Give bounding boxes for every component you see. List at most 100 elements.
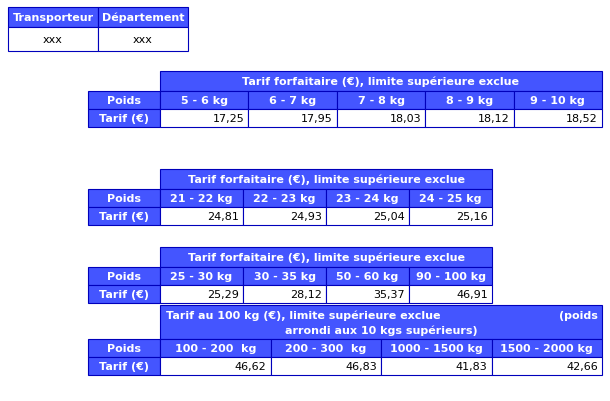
Bar — [8, 8, 98, 28]
Text: 50 - 60 kg: 50 - 60 kg — [336, 271, 398, 281]
Bar — [160, 72, 602, 92]
Bar — [409, 190, 492, 207]
Bar — [409, 267, 492, 285]
Bar — [243, 207, 326, 225]
Bar — [160, 305, 602, 339]
Bar — [326, 267, 409, 285]
Bar — [514, 92, 602, 110]
Bar — [243, 267, 326, 285]
Text: xxx: xxx — [133, 35, 153, 45]
Text: 42,66: 42,66 — [566, 361, 598, 371]
Bar — [381, 357, 492, 375]
Bar — [88, 190, 160, 207]
Text: 17,95: 17,95 — [301, 114, 333, 124]
Bar — [160, 170, 492, 190]
Bar — [248, 110, 337, 128]
Text: arrondi aux 10 kgs supérieurs): arrondi aux 10 kgs supérieurs) — [285, 324, 477, 335]
Bar — [409, 207, 492, 225]
Text: 1500 - 2000 kg: 1500 - 2000 kg — [500, 343, 593, 353]
Bar — [425, 110, 514, 128]
Bar — [160, 92, 248, 110]
Text: xxx: xxx — [43, 35, 63, 45]
Text: 18,12: 18,12 — [478, 114, 509, 124]
Text: 30 - 35 kg: 30 - 35 kg — [254, 271, 315, 281]
Text: 24 - 25 kg: 24 - 25 kg — [419, 194, 482, 203]
Text: 7 - 8 kg: 7 - 8 kg — [357, 96, 404, 106]
Bar — [337, 92, 425, 110]
Text: 24,93: 24,93 — [290, 211, 322, 221]
Bar — [326, 285, 409, 303]
Bar — [492, 357, 602, 375]
Bar — [243, 285, 326, 303]
Text: 46,83: 46,83 — [345, 361, 377, 371]
Text: 1000 - 1500 kg: 1000 - 1500 kg — [390, 343, 483, 353]
Bar — [160, 267, 243, 285]
Text: 41,83: 41,83 — [456, 361, 487, 371]
Bar — [88, 357, 160, 375]
Text: 90 - 100 kg: 90 - 100 kg — [415, 271, 486, 281]
Bar — [98, 8, 188, 28]
Text: 25,04: 25,04 — [373, 211, 405, 221]
Text: Poids: Poids — [107, 271, 141, 281]
Bar — [160, 110, 248, 128]
Bar — [88, 267, 160, 285]
Text: Poids: Poids — [107, 96, 141, 106]
Text: 8 - 9 kg: 8 - 9 kg — [446, 96, 493, 106]
Text: Poids: Poids — [107, 194, 141, 203]
Text: Tarif au 100 kg (€), limite supérieure exclue: Tarif au 100 kg (€), limite supérieure e… — [166, 310, 440, 320]
Bar — [88, 110, 160, 128]
Text: 18,52: 18,52 — [566, 114, 598, 124]
Text: 5 - 6 kg: 5 - 6 kg — [181, 96, 228, 106]
Text: 9 - 10 kg: 9 - 10 kg — [531, 96, 585, 106]
Bar — [326, 190, 409, 207]
Text: 18,03: 18,03 — [390, 114, 421, 124]
Text: Tarif (€): Tarif (€) — [99, 289, 149, 299]
Text: 46,62: 46,62 — [235, 361, 267, 371]
Text: 23 - 24 kg: 23 - 24 kg — [336, 194, 399, 203]
Bar — [160, 247, 492, 267]
Text: 28,12: 28,12 — [290, 289, 322, 299]
Bar — [270, 357, 381, 375]
Text: 6 - 7 kg: 6 - 7 kg — [269, 96, 316, 106]
Text: Poids: Poids — [107, 343, 141, 353]
Text: Tarif (€): Tarif (€) — [99, 211, 149, 221]
Text: (poids: (poids — [559, 310, 598, 320]
Bar — [381, 339, 492, 357]
Bar — [88, 207, 160, 225]
Bar — [98, 28, 188, 52]
Bar — [514, 110, 602, 128]
Text: 25 - 30 kg: 25 - 30 kg — [170, 271, 232, 281]
Bar — [337, 110, 425, 128]
Bar — [88, 92, 160, 110]
Text: 46,91: 46,91 — [456, 289, 488, 299]
Bar — [243, 190, 326, 207]
Text: Transporteur: Transporteur — [12, 13, 93, 23]
Text: 200 - 300  kg: 200 - 300 kg — [285, 343, 367, 353]
Bar — [160, 357, 270, 375]
Bar — [8, 28, 98, 52]
Bar — [270, 339, 381, 357]
Text: Tarif (€): Tarif (€) — [99, 361, 149, 371]
Bar — [160, 285, 243, 303]
Bar — [88, 339, 160, 357]
Bar — [160, 207, 243, 225]
Bar — [88, 285, 160, 303]
Text: Département: Département — [102, 13, 184, 23]
Text: Tarif forfaitaire (€), limite supérieure exclue: Tarif forfaitaire (€), limite supérieure… — [243, 77, 520, 87]
Bar — [492, 339, 602, 357]
Text: 24,81: 24,81 — [207, 211, 239, 221]
Bar — [326, 207, 409, 225]
Text: Tarif forfaitaire (€), limite supérieure exclue: Tarif forfaitaire (€), limite supérieure… — [187, 252, 464, 263]
Text: 25,29: 25,29 — [207, 289, 239, 299]
Text: 22 - 23 kg: 22 - 23 kg — [253, 194, 316, 203]
Bar — [409, 285, 492, 303]
Text: Tarif forfaitaire (€), limite supérieure exclue: Tarif forfaitaire (€), limite supérieure… — [187, 174, 464, 185]
Text: 100 - 200  kg: 100 - 200 kg — [174, 343, 256, 353]
Bar — [248, 92, 337, 110]
Bar — [160, 190, 243, 207]
Text: 25,16: 25,16 — [456, 211, 488, 221]
Text: 35,37: 35,37 — [373, 289, 405, 299]
Text: 17,25: 17,25 — [213, 114, 245, 124]
Bar — [160, 339, 270, 357]
Bar — [425, 92, 514, 110]
